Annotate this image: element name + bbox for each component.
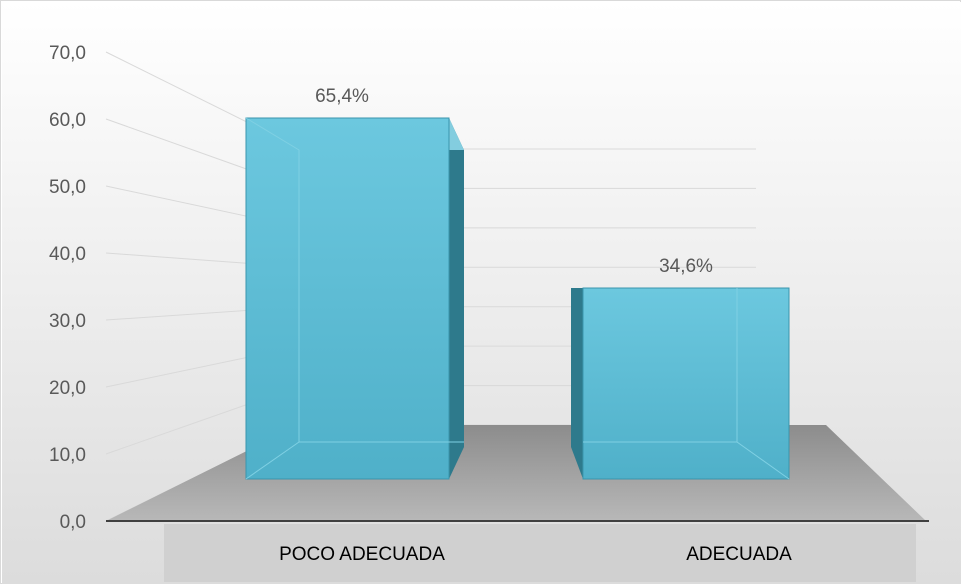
x-axis-categories: POCO ADECUADA ADECUADA <box>279 544 792 565</box>
bar-side-face <box>571 288 583 479</box>
bar-inner-edge <box>245 117 300 480</box>
y-tick-label: 40,0 <box>49 244 86 265</box>
y-tick-label: 50,0 <box>49 177 86 198</box>
y-tick-label: 0,0 <box>60 512 86 533</box>
bar-side-face <box>449 118 464 479</box>
y-axis-ticks: 0,0 10,0 20,0 30,0 40,0 50,0 60,0 70,0 <box>49 43 86 533</box>
y-tick-label: 60,0 <box>49 110 86 131</box>
y-tick-label: 20,0 <box>49 378 86 399</box>
bar-front-face <box>582 287 790 480</box>
y-tick-label: 70,0 <box>49 43 86 64</box>
bar <box>571 287 790 480</box>
data-label: 65,4% <box>315 86 369 107</box>
category-band <box>164 524 916 582</box>
x-category-label: ADECUADA <box>686 544 792 565</box>
y-tick-label: 30,0 <box>49 311 86 332</box>
x-category-label: POCO ADECUADA <box>279 544 445 565</box>
data-label: 34,6% <box>659 256 713 277</box>
bars <box>245 117 790 480</box>
data-labels: 65,4% 34,6% <box>315 86 713 277</box>
y-tick-label: 10,0 <box>49 445 86 466</box>
bar <box>245 117 464 480</box>
bar-front-face <box>245 117 450 480</box>
